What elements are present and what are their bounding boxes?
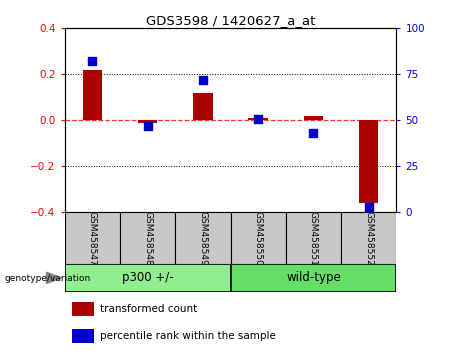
Text: genotype/variation: genotype/variation	[5, 274, 91, 283]
Bar	[230, 264, 396, 292]
Text: GSM458547: GSM458547	[88, 211, 97, 266]
Bar	[65, 264, 230, 292]
Text: transformed count: transformed count	[100, 304, 197, 314]
Text: p300 +/-: p300 +/-	[122, 272, 173, 284]
Point	[365, 204, 372, 210]
Bar	[304, 116, 323, 120]
Bar	[138, 120, 157, 123]
Bar	[359, 120, 378, 203]
Point	[144, 123, 151, 129]
Bar	[72, 302, 95, 316]
Bar	[175, 212, 230, 264]
Point	[310, 130, 317, 136]
Point	[254, 116, 262, 121]
Bar	[65, 212, 120, 264]
Point	[89, 59, 96, 64]
Polygon shape	[47, 272, 61, 284]
Bar	[230, 212, 286, 264]
Text: GSM458551: GSM458551	[309, 211, 318, 266]
Bar	[286, 212, 341, 264]
Bar	[72, 329, 95, 343]
Bar	[120, 212, 175, 264]
Bar	[341, 212, 396, 264]
Text: GSM458549: GSM458549	[198, 211, 207, 266]
Text: wild-type: wild-type	[286, 272, 341, 284]
Bar	[193, 93, 213, 120]
Text: GSM458548: GSM458548	[143, 211, 152, 266]
Bar	[83, 70, 102, 120]
Point	[199, 77, 207, 83]
Bar	[248, 118, 268, 120]
Text: GSM458550: GSM458550	[254, 211, 263, 266]
Text: percentile rank within the sample: percentile rank within the sample	[100, 331, 276, 341]
Text: GSM458552: GSM458552	[364, 211, 373, 266]
Title: GDS3598 / 1420627_a_at: GDS3598 / 1420627_a_at	[146, 14, 315, 27]
